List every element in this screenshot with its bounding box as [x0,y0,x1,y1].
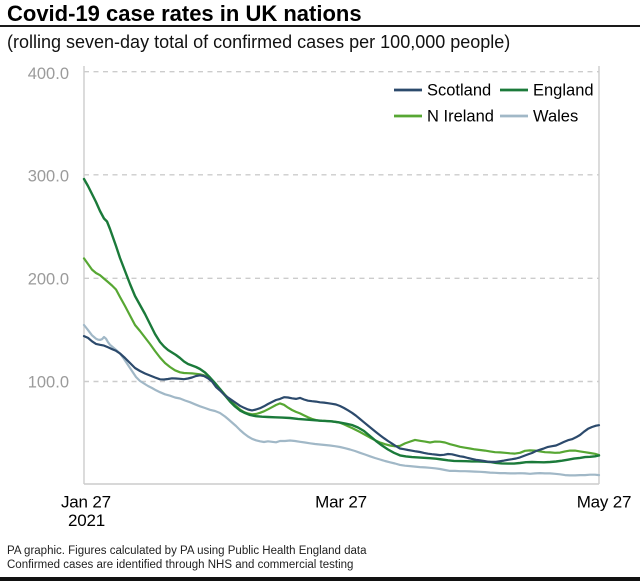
svg-text:2021: 2021 [68,511,105,530]
svg-text:N Ireland: N Ireland [427,108,494,126]
svg-text:300.0: 300.0 [28,168,69,186]
svg-text:400.0: 400.0 [28,65,69,83]
svg-text:May 27: May 27 [577,493,632,512]
svg-text:200.0: 200.0 [28,271,69,289]
svg-text:100.0: 100.0 [28,374,69,392]
svg-text:Scotland: Scotland [427,82,491,100]
svg-text:Wales: Wales [533,108,578,126]
svg-text:England: England [533,82,594,100]
svg-text:Mar 27: Mar 27 [315,493,367,512]
svg-text:Jan 27: Jan 27 [61,493,111,512]
